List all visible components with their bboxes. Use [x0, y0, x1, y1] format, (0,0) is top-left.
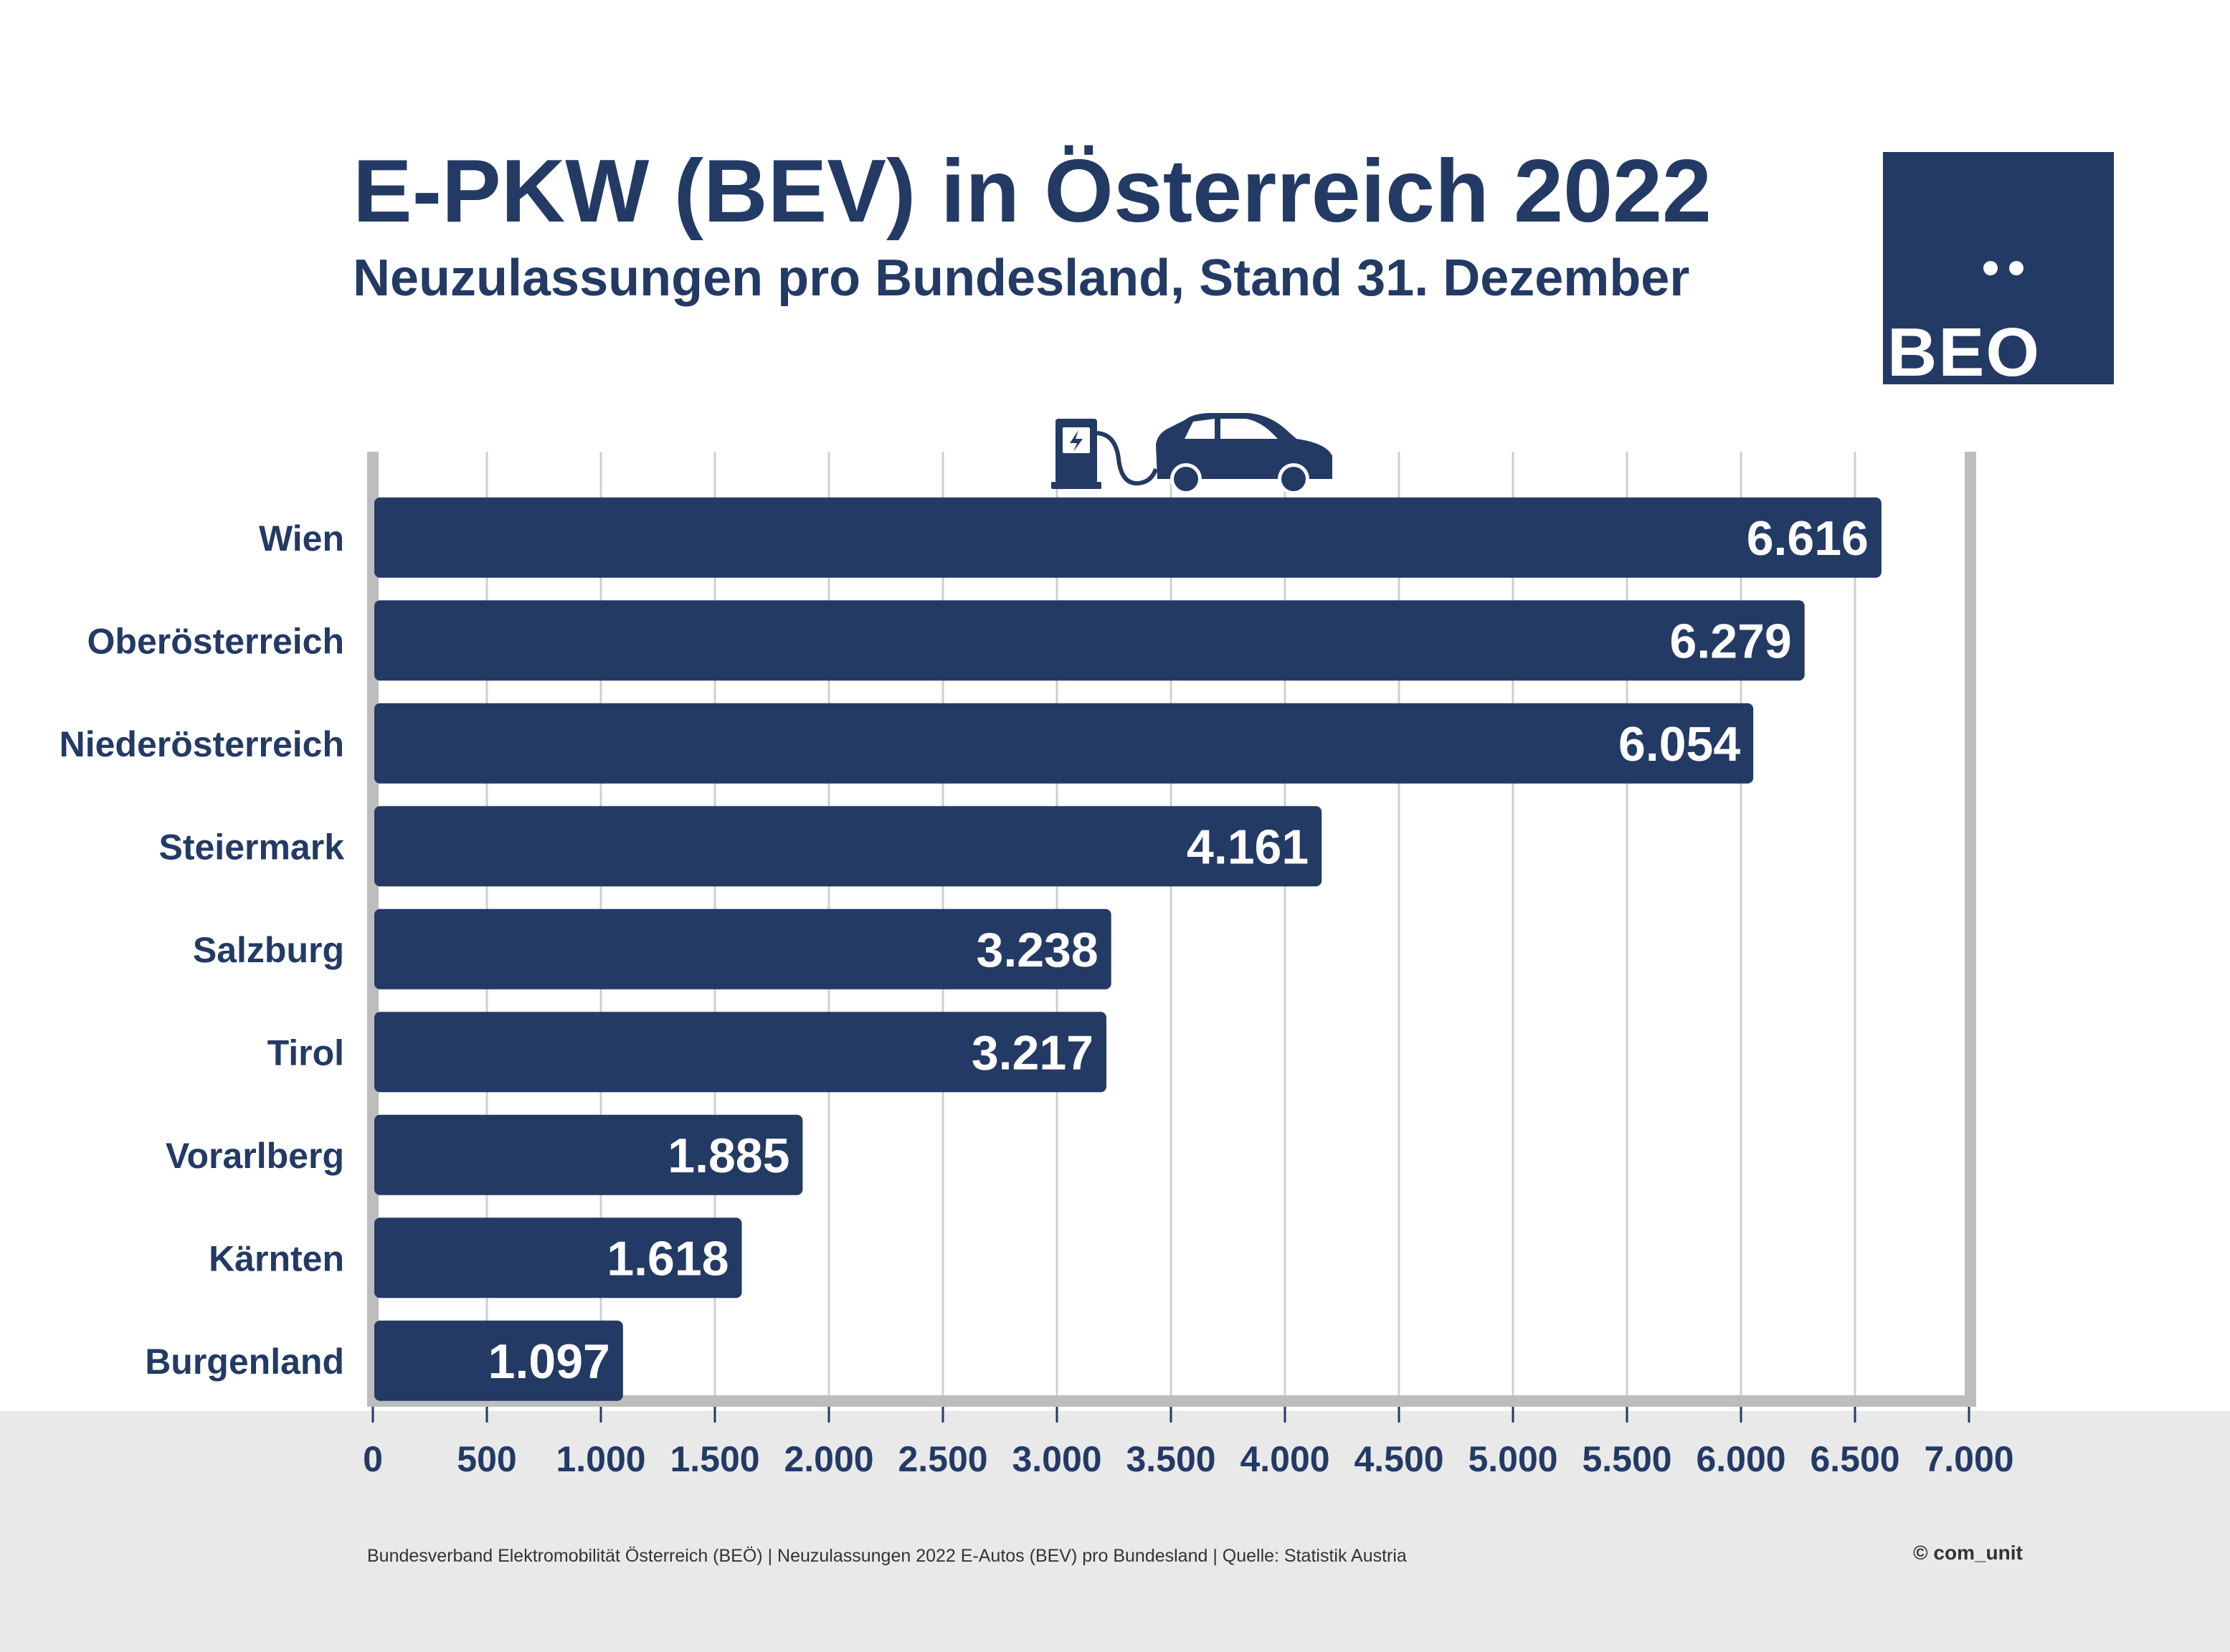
bars-layer	[374, 497, 1882, 1401]
x-tick-label: 4.000	[1240, 1439, 1329, 1479]
charging-station-icon	[1051, 419, 1158, 489]
bar-value-label: 6.616	[1747, 511, 1869, 566]
bar	[374, 1114, 803, 1195]
copyright-note: © com_unit	[1913, 1542, 2023, 1564]
category-label: Salzburg	[193, 930, 344, 970]
bar	[374, 1012, 1107, 1093]
x-tick-label: 3.500	[1126, 1439, 1215, 1479]
x-tick-label: 500	[457, 1439, 516, 1479]
x-tick-label: 2.000	[784, 1439, 873, 1479]
x-tick-label: 1.500	[670, 1439, 759, 1479]
logo-text: BEO	[1887, 314, 2041, 391]
category-label: Niederösterreich	[60, 724, 344, 764]
bar-value-label: 3.217	[972, 1025, 1093, 1080]
category-label: Wien	[259, 518, 344, 559]
x-tick-label: 6.000	[1696, 1439, 1785, 1479]
category-label: Oberösterreich	[87, 621, 344, 661]
bar-value-label: 1.618	[607, 1231, 729, 1286]
x-tick-label: 4.500	[1354, 1439, 1443, 1479]
x-tick-label: 1.000	[556, 1439, 645, 1479]
x-tick-label: 3.000	[1012, 1439, 1101, 1479]
x-axis-line	[367, 1395, 1976, 1407]
bar-value-label: 3.238	[977, 923, 1099, 977]
x-tick-label: 7.000	[1924, 1439, 2013, 1479]
bar	[374, 497, 1882, 578]
bar-value-label: 1.097	[488, 1334, 610, 1389]
source-note: Bundesverband Elektromobilität Österreic…	[367, 1546, 1407, 1566]
logo-dot-left	[1983, 261, 1998, 275]
bar-value-label: 6.279	[1670, 614, 1792, 668]
bar	[374, 908, 1111, 989]
x-tick-label: 6.500	[1810, 1439, 1899, 1479]
axis-layer: 0 500 1.000 1.500 2.000 2.500 3.000 3.500 4.000 4…	[363, 452, 2014, 1479]
bar-value-label: 6.054	[1618, 717, 1740, 772]
bar	[374, 1217, 742, 1299]
labels-layer: 6.616 Wien 6.279 Oberösterreich 6.054 Niederö…	[60, 511, 1869, 1389]
x-tick-label: 5.000	[1468, 1439, 1557, 1479]
beo-logo: BEO	[1883, 152, 2114, 391]
right-axis-line	[1965, 452, 1976, 1407]
bar	[374, 1320, 623, 1401]
bar	[374, 600, 1805, 681]
category-label: Burgenland	[145, 1342, 344, 1382]
illustration-layer	[1051, 413, 1332, 495]
bar	[374, 703, 1754, 784]
category-label: Kärnten	[209, 1238, 344, 1278]
footer-band	[0, 1411, 2230, 1652]
bar-value-label: 4.161	[1187, 820, 1309, 874]
chart-title: E-PKW (BEV) in Österreich 2022	[353, 142, 1712, 241]
category-label: Steiermark	[159, 827, 345, 867]
category-label: Tirol	[267, 1032, 344, 1073]
electric-car-icon	[1156, 413, 1332, 495]
bar-value-label: 1.885	[668, 1129, 789, 1183]
x-tick-label: 5.500	[1582, 1439, 1671, 1479]
bar	[374, 806, 1322, 887]
logo-dot-right	[2009, 261, 2023, 275]
chart-subtitle: Neuzulassungen pro Bundesland, Stand 31.…	[353, 250, 1690, 307]
category-label: Vorarlberg	[166, 1136, 344, 1176]
x-tick-label: 0	[363, 1439, 383, 1479]
x-tick-label: 2.500	[898, 1439, 987, 1479]
